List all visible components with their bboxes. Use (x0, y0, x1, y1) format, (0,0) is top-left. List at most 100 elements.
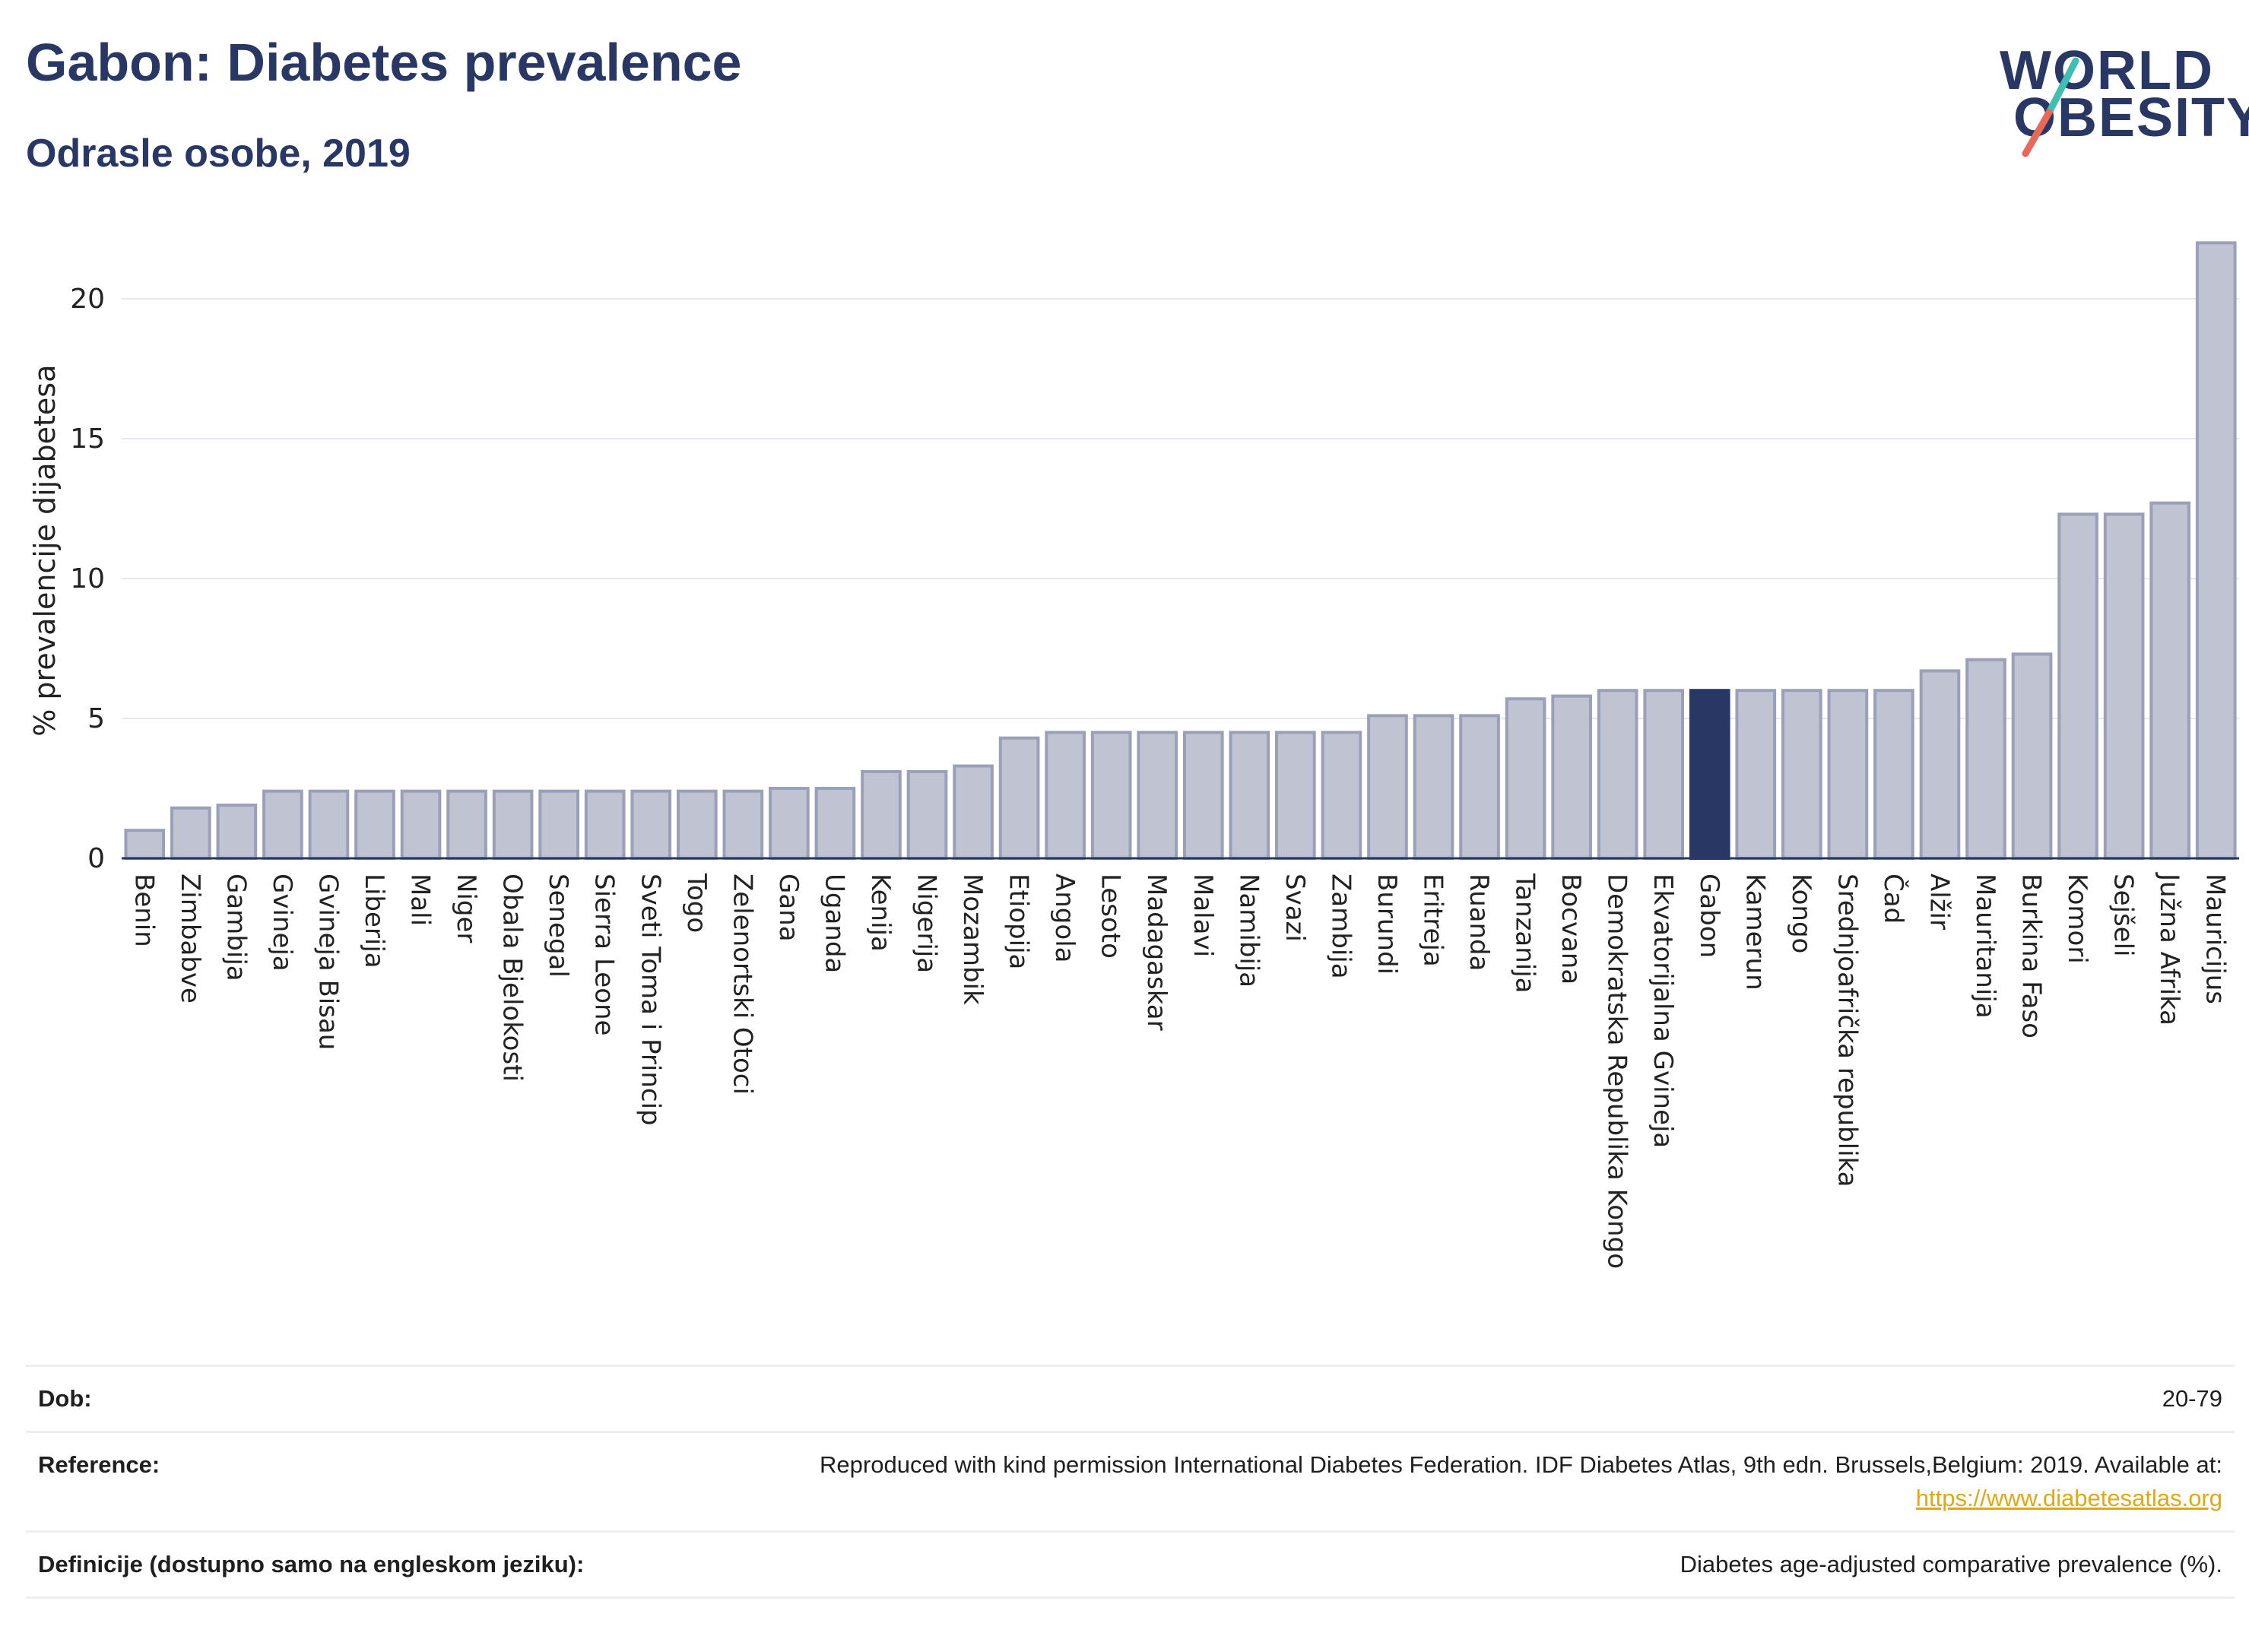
bar (630, 789, 672, 860)
x-tick-label: Mali (405, 874, 436, 926)
x-tick-label: Zambija (1325, 874, 1356, 979)
x-tick-label: Kamerun (1740, 874, 1770, 991)
bar (1505, 697, 1546, 860)
bar (446, 789, 487, 860)
x-tick-label: Ruanda (1464, 874, 1494, 971)
x-tick-label: Čad (1878, 874, 1909, 924)
x-tick-label: Mauricijus (2200, 874, 2231, 1004)
bar (1182, 731, 1224, 861)
page-title: Gabon: Diabetes prevalence (26, 33, 742, 92)
world-obesity-logo[interactable]: WORLD OBESITY (1992, 30, 2249, 167)
x-tick-label: Senegal (543, 874, 573, 978)
bar (769, 787, 810, 860)
x-tick-label: Gana (773, 874, 804, 942)
reference-link[interactable]: https://www.diabetesatlas.org (1915, 1485, 2222, 1511)
x-tick-label: Gvineja Bisau (312, 874, 343, 1050)
logo-slash-icon (2022, 57, 2079, 157)
bar (1689, 689, 1730, 861)
bar (906, 769, 948, 860)
bar (538, 789, 579, 860)
bar (2011, 652, 2053, 860)
x-tick-label: Liberija (359, 874, 389, 969)
footer-table: Dob: 20-79 Reference: Reproduced with ki… (26, 1365, 2235, 1599)
bar (1965, 658, 2006, 860)
definition-label: Definicije (dostupno samo na engleskom j… (38, 1551, 585, 1577)
y-tick-label: 0 (87, 843, 105, 874)
bar (722, 789, 764, 860)
x-tick-label: Angola (1049, 874, 1080, 962)
footer-row-definition: Definicije (dostupno samo na engleskom j… (26, 1530, 2235, 1597)
bar (1045, 731, 1086, 861)
x-tick-label: Srednjoafrička republika (1832, 874, 1862, 1187)
x-tick-label: Tanzanija (1510, 873, 1540, 993)
y-tick-label: 15 (70, 423, 105, 455)
bar (1229, 731, 1270, 861)
x-tick-label: Sveti Toma i Princip (635, 874, 665, 1126)
bar (354, 789, 395, 860)
x-tick-label: Gvineja (267, 874, 297, 972)
bar (492, 789, 534, 860)
definition-value: Diabetes age-adjusted comparative preval… (1680, 1551, 2222, 1577)
bar (216, 804, 258, 861)
bar (2057, 512, 2098, 860)
bar (1367, 714, 1408, 860)
y-tick-label: 10 (70, 563, 105, 595)
bar (2195, 241, 2237, 860)
bar (1137, 731, 1178, 861)
bar (170, 806, 211, 861)
bar (1275, 731, 1316, 861)
reference-value: Reproduced with kind permission Internat… (820, 1448, 2222, 1515)
bar (861, 769, 902, 860)
x-tick-label: Komori (2062, 874, 2092, 964)
x-tick-label: Kenija (865, 874, 896, 952)
bar (308, 789, 350, 860)
x-tick-label: Etiopija (1004, 874, 1034, 969)
x-tick-label: Madagaskar (1141, 874, 1172, 1031)
x-tick-label: Zimbabve (175, 874, 205, 1004)
bar (1735, 689, 1777, 861)
x-tick-label: Alžir (1924, 874, 1954, 930)
x-tick-label: Lesoto (1096, 874, 1126, 959)
reference-text: Reproduced with kind permission Internat… (820, 1451, 2222, 1478)
bar (262, 789, 303, 860)
x-tick-label: Južna Afrika (2154, 872, 2184, 1026)
x-tick-label: Svazi (1280, 874, 1310, 942)
x-tick-label: Bocvana (1556, 874, 1586, 985)
bar (584, 789, 626, 860)
footer-row-reference: Reference: Reproduced with kind permissi… (26, 1431, 2235, 1530)
x-tick-label: Obala Bjelokosti (497, 874, 528, 1082)
reference-label: Reference: (38, 1451, 160, 1478)
x-tick-label: Benin (128, 874, 159, 947)
page-subtitle: Odrasle osobe, 2019 (26, 132, 411, 176)
x-tick-label: Eritreja (1417, 874, 1448, 967)
x-tick-label: Mauritanija (1970, 874, 2000, 1019)
bar (814, 787, 856, 860)
x-tick-label: Gambija (220, 874, 251, 981)
x-tick-label: Gabon (1694, 874, 1724, 958)
x-tick-label: Sierra Leone (589, 874, 620, 1035)
bar (2149, 501, 2191, 860)
logo-line1: WORLD (2000, 40, 2214, 101)
bar (124, 829, 166, 861)
y-tick-label: 20 (70, 284, 105, 315)
x-tick-label: Niger (451, 874, 481, 943)
x-tick-label: Uganda (819, 874, 849, 973)
bar (1090, 731, 1132, 861)
x-tick-label: Nigerija (912, 874, 942, 973)
bar (998, 736, 1040, 861)
x-tick-label: Zelenortski Otoci (727, 874, 757, 1095)
bar (1781, 689, 1822, 861)
bar (1551, 694, 1592, 860)
bar (953, 764, 994, 860)
x-tick-label: Malavi (1188, 874, 1218, 957)
x-tick-label: Togo (681, 873, 712, 933)
bar (1459, 714, 1500, 860)
x-tick-label: Burkina Faso (2016, 874, 2047, 1038)
bar (1827, 689, 1869, 861)
bar (1873, 689, 1914, 861)
x-tick-label: Kongo (1786, 874, 1816, 953)
x-tick-label: Namibija (1233, 874, 1264, 988)
bar (1321, 731, 1362, 861)
age-value: 20-79 (2162, 1385, 2222, 1412)
bar (1597, 689, 1638, 861)
